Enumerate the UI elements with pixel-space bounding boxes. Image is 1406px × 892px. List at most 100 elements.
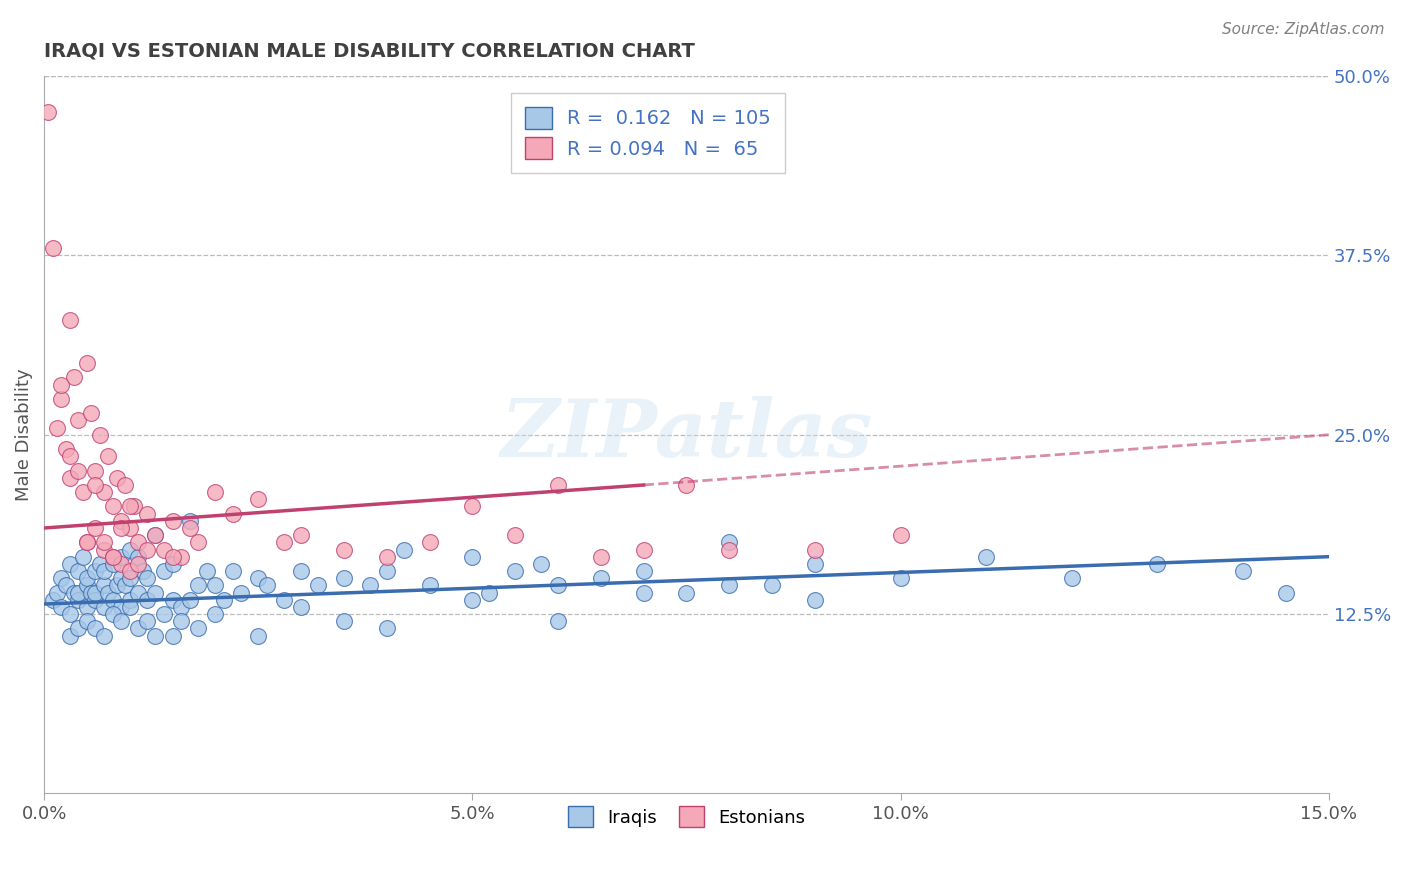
Point [63,370,86,384]
Point [118,592,141,607]
Point [503,528,526,542]
Point [59,607,82,621]
Point [1232,564,1254,578]
Point [547,578,569,592]
Point [118,500,141,514]
Point [461,549,484,564]
Text: IRAQI VS ESTONIAN MALE DISABILITY CORRELATION CHART: IRAQI VS ESTONIAN MALE DISABILITY CORREL… [44,42,695,61]
Point [59,450,82,464]
Point [179,521,201,535]
Point [67,592,90,607]
Point [247,571,270,585]
Point [718,578,741,592]
Point [76,578,98,592]
Point [547,478,569,492]
Point [162,592,184,607]
Point [67,413,90,427]
Point [67,621,90,635]
Point [46,420,69,434]
Point [93,485,115,500]
Point [221,564,243,578]
Point [110,521,132,535]
Text: Source: ZipAtlas.com: Source: ZipAtlas.com [1222,22,1385,37]
Point [51,392,73,406]
Point [97,450,120,464]
Point [118,564,141,578]
Point [273,592,295,607]
Point [93,564,115,578]
Point [804,557,827,571]
Point [589,571,612,585]
Point [97,585,120,599]
Point [131,564,153,578]
Point [375,549,398,564]
Point [93,599,115,614]
Point [101,500,124,514]
Point [307,578,329,592]
Point [204,485,226,500]
Point [675,585,697,599]
Point [461,500,484,514]
Point [290,564,312,578]
Point [51,571,73,585]
Point [135,507,157,521]
Point [105,471,128,485]
Point [145,585,167,599]
Point [76,614,98,628]
Point [114,578,136,592]
Point [105,578,128,592]
Point [675,478,697,492]
Point [37,105,59,120]
Point [247,629,270,643]
Point [375,564,398,578]
Point [59,471,82,485]
Point [122,500,145,514]
Point [127,557,149,571]
Point [187,535,209,549]
Point [93,535,115,549]
Point [110,614,132,628]
Point [84,521,107,535]
Point [418,578,440,592]
Point [761,578,783,592]
Point [67,464,90,478]
Point [55,442,77,456]
Point [162,629,184,643]
Point [59,629,82,643]
Point [212,592,235,607]
Point [804,592,827,607]
Point [718,535,741,549]
Point [118,521,141,535]
Point [127,535,149,549]
Point [63,585,86,599]
Point [101,557,124,571]
Point [153,607,176,621]
Point [145,528,167,542]
Point [41,241,63,255]
Point [718,542,741,557]
Point [135,614,157,628]
Point [72,549,94,564]
Point [153,564,176,578]
Point [51,377,73,392]
Point [67,585,90,599]
Point [890,528,912,542]
Point [110,549,132,564]
Point [46,585,69,599]
Point [179,592,201,607]
Point [93,629,115,643]
Point [80,585,103,599]
Point [170,614,193,628]
Point [41,592,63,607]
Point [503,564,526,578]
Point [110,599,132,614]
Point [101,592,124,607]
Point [359,578,381,592]
Point [333,542,356,557]
Point [76,535,98,549]
Point [84,621,107,635]
Point [1146,557,1168,571]
Point [229,585,252,599]
Point [333,571,356,585]
Point [72,485,94,500]
